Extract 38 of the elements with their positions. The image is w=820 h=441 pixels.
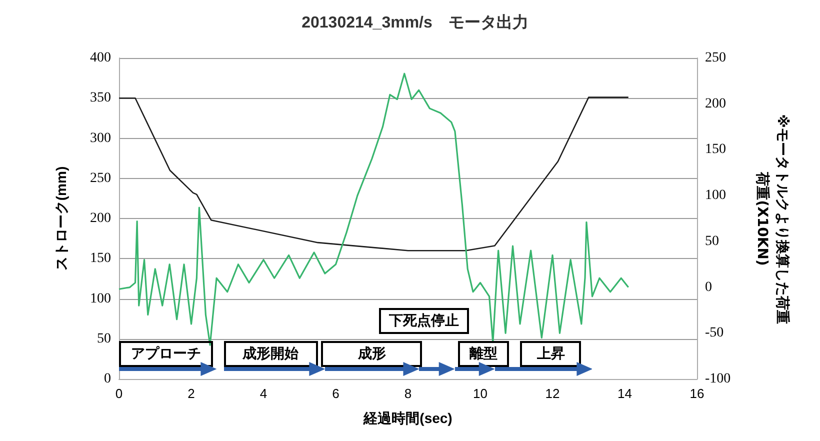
annotation: 成形開始 — [224, 341, 318, 367]
y-tick-label: 150 — [90, 251, 111, 266]
annotation: 成形 — [321, 341, 422, 367]
x-tick-label: 10 — [473, 386, 488, 401]
y-tick-label: 100 — [90, 291, 111, 306]
annotation: 離型 — [458, 341, 510, 367]
x-tick-label: 0 — [115, 386, 123, 401]
annotation: 上昇 — [520, 341, 582, 367]
y2-tick-label: -100 — [705, 372, 731, 386]
x-tick-label: 14 — [618, 386, 632, 401]
y-tick-label: 0 — [104, 372, 111, 386]
annotation: アプローチ — [119, 341, 214, 367]
x-axis-title: 経過時間(sec) — [362, 410, 452, 426]
x-tick-label: 4 — [260, 386, 268, 401]
chart-title: 20130214_3mm/s モータ出力 — [302, 14, 528, 32]
y-tick-label: 250 — [90, 170, 111, 186]
x-tick-label: 16 — [690, 386, 704, 401]
y2-axis-title: 荷重(X10KN) ※モータトルクより換算した荷重 — [753, 112, 791, 326]
y2-tick-label: 150 — [705, 142, 726, 158]
x-tick-label: 12 — [545, 386, 560, 401]
y-tick-label: 350 — [90, 90, 111, 106]
y-tick-label: 50 — [97, 331, 111, 346]
y2-tick-label: 0 — [705, 280, 712, 295]
annotation: 下死点停止 — [379, 308, 469, 334]
x-tick-label: 2 — [188, 386, 195, 401]
line-series — [118, 96, 630, 252]
y2-tick-label: 200 — [705, 96, 726, 112]
y-tick-label: 200 — [90, 211, 111, 226]
line-series — [118, 72, 630, 346]
x-tick-label: 6 — [332, 386, 340, 401]
y-tick-label: 300 — [90, 130, 111, 146]
y-axis-title: ストローク(mm) — [53, 166, 69, 271]
y2-tick-label: 50 — [705, 234, 719, 249]
y2-tick-label: 250 — [705, 50, 726, 66]
y2-tick-label: 100 — [705, 188, 726, 204]
y-tick-label: 400 — [90, 50, 111, 66]
y2-tick-label: -50 — [705, 326, 724, 341]
x-tick-label: 8 — [404, 386, 412, 401]
